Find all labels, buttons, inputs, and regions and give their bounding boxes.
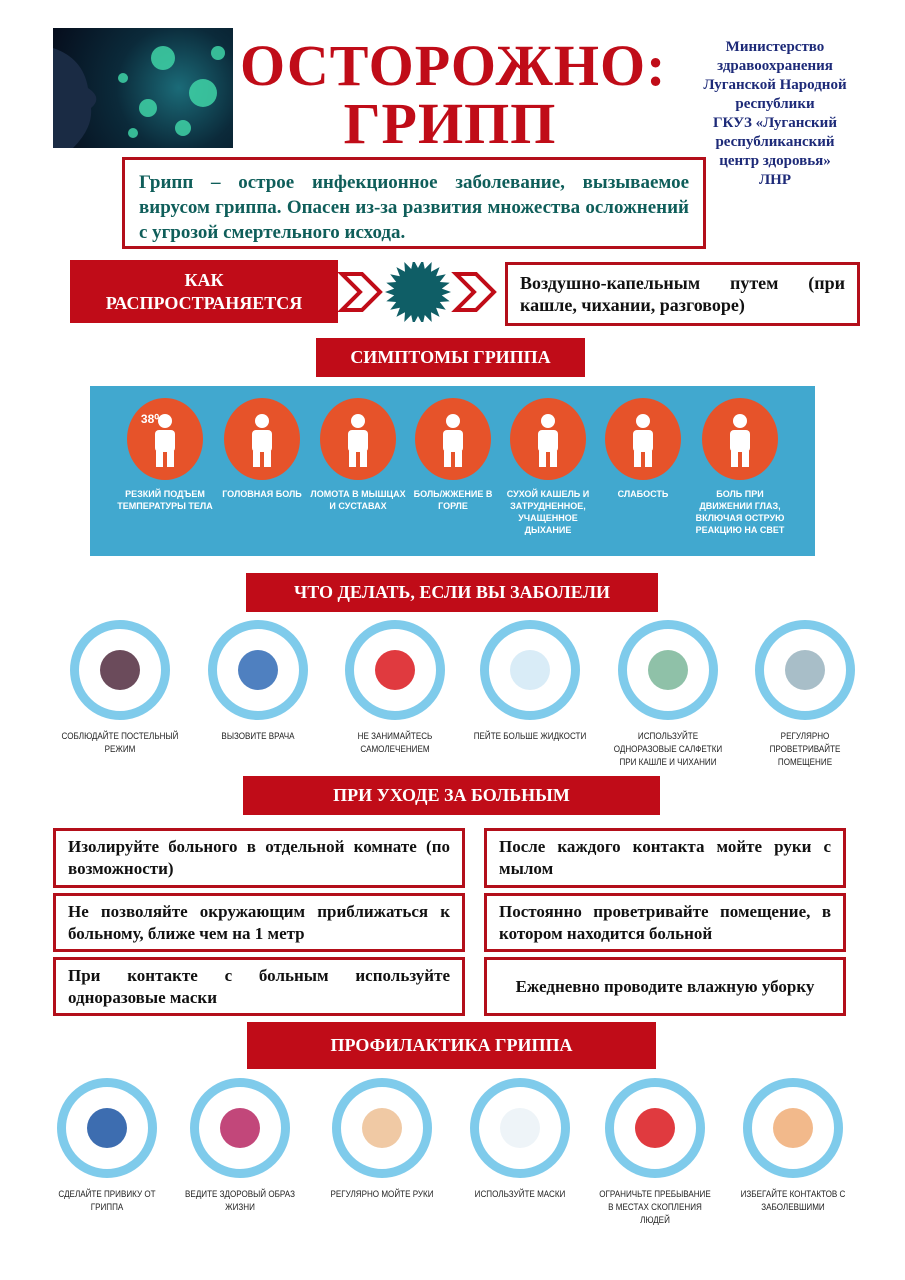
item-label: ИЗБЕГАЙТЕ КОНТАКТОВ С ЗАБОЛЕВШИМИ: [740, 1189, 846, 1213]
eye-icon: [702, 398, 778, 480]
symptom-item: 38⁰ РЕЗКИЙ ПОДЪЕМ ТЕМПЕРАТУРЫ ТЕЛА: [115, 398, 215, 512]
ministry-block: Министерство здравоохранения Луганской Н…: [685, 38, 865, 190]
ministry-line: ЛНР: [758, 172, 791, 188]
virus-star-icon: [385, 262, 451, 322]
temperature-badge: 38⁰: [140, 412, 160, 426]
sore-throat-icon: [415, 398, 491, 480]
symptom-item: СЛАБОСТЬ: [593, 398, 693, 500]
prevention-item: ОГРАНИЧЬТЕ ПРЕБЫВАНИЕ В МЕСТАХ СКОПЛЕНИЯ…: [585, 1078, 725, 1227]
ministry-line: здравоохранения: [717, 58, 833, 74]
thermometer-icon: 38⁰: [127, 398, 203, 480]
spread-arrow-graphic: [338, 262, 497, 322]
care-heading: ПРИ УХОДЕ ЗА БОЛЬНЫМ: [243, 776, 660, 815]
spread-label-line: КАК: [184, 269, 224, 290]
care-tip: Ежедневно проводите влажную уборку: [484, 957, 846, 1016]
symptom-label: ЛОМОТА В МЫШЦАХ И СУСТАВАХ: [310, 489, 406, 511]
if-sick-item: РЕГУЛЯРНО ПРОВЕТРИВАЙТЕ ПОМЕЩЕНИЕ: [735, 620, 875, 769]
symptom-item: БОЛЬ ПРИ ДВИЖЕНИИ ГЛАЗ, ВКЛЮЧАЯ ОСТРУЮ Р…: [690, 398, 790, 536]
no-pills-icon: [345, 620, 445, 720]
ministry-line: республиканский: [715, 134, 835, 150]
title-line-2: ГРИПП: [343, 91, 557, 156]
if-sick-item: НЕ ЗАНИМАЙТЕСЬ САМОЛЕЧЕНИЕМ: [325, 620, 465, 756]
prevention-item: РЕГУЛЯРНО МОЙТЕ РУКИ: [312, 1078, 452, 1201]
if-sick-item: ИСПОЛЬЗУЙТЕ ОДНОРАЗОВЫЕ САЛФЕТКИ ПРИ КАШ…: [598, 620, 738, 769]
virus-icon: [53, 46, 225, 148]
prevention-item: ИСПОЛЬЗУЙТЕ МАСКИ: [450, 1078, 590, 1201]
joint-icon: [320, 398, 396, 480]
no-crowd-icon: [605, 1078, 705, 1178]
item-label: ВЫЗОВИТЕ ВРАЧА: [221, 731, 295, 742]
intro-text: Грипп – острое инфекционное заболевание,…: [122, 157, 706, 249]
item-label: СОБЛЮДАЙТЕ ПОСТЕЛЬНЫЙ РЕЖИМ: [61, 731, 179, 755]
item-label: РЕГУЛЯРНО МОЙТЕ РУКИ: [330, 1189, 434, 1200]
spread-text: Воздушно-капельным путем (при кашле, чих…: [505, 262, 860, 326]
avoid-contact-icon: [743, 1078, 843, 1178]
ministry-line: Луганской Народной: [703, 77, 847, 93]
item-label: ИСПОЛЬЗУЙТЕ МАСКИ: [474, 1189, 566, 1200]
prevention-item: ИЗБЕГАЙТЕ КОНТАКТОВ С ЗАБОЛЕВШИМИ: [723, 1078, 863, 1214]
item-label: НЕ ЗАНИМАЙТЕСЬ САМОЛЕЧЕНИЕМ: [357, 731, 433, 755]
water-jug-icon: [480, 620, 580, 720]
symptoms-heading: СИМПТОМЫ ГРИППА: [316, 338, 585, 377]
item-label: ПЕЙТЕ БОЛЬШЕ ЖИДКОСТИ: [473, 731, 587, 742]
prevention-item: ВЕДИТЕ ЗДОРОВЫЙ ОБРАЗ ЖИЗНИ: [170, 1078, 310, 1214]
chevron-right-icon: [451, 272, 497, 312]
window-icon: [755, 620, 855, 720]
if-sick-item: ПЕЙТЕ БОЛЬШЕ ЖИДКОСТИ: [460, 620, 600, 743]
symptom-label: БОЛЬ/ЖЖЕНИЕ В ГОРЛЕ: [413, 489, 493, 511]
if-sick-heading: ЧТО ДЕЛАТЬ, ЕСЛИ ВЫ ЗАБОЛЕЛИ: [246, 573, 658, 612]
symptom-item: СУХОЙ КАШЕЛЬ И ЗАТРУДНЕННОЕ, УЧАЩЕННОЕ Д…: [498, 398, 598, 536]
item-label: ОГРАНИЧЬТЕ ПРЕБЫВАНИЕ В МЕСТАХ СКОПЛЕНИЯ…: [599, 1189, 711, 1226]
care-tip: Постоянно проветривайте помещение, в кот…: [484, 893, 846, 952]
if-sick-item: ВЫЗОВИТЕ ВРАЧА: [188, 620, 328, 743]
tissue-icon: [618, 620, 718, 720]
symptom-label: БОЛЬ ПРИ ДВИЖЕНИИ ГЛАЗ, ВКЛЮЧАЯ ОСТРУЮ Р…: [695, 489, 785, 535]
ministry-line: центр здоровья»: [719, 153, 831, 169]
symptom-label: РЕЗКИЙ ПОДЪЕМ ТЕМПЕРАТУРЫ ТЕЛА: [117, 489, 213, 511]
call-doctor-icon: [208, 620, 308, 720]
spread-label: КАК РАСПРОСТРАНЯЕТСЯ: [70, 260, 338, 323]
vaccine-icon: [57, 1078, 157, 1178]
if-sick-item: СОБЛЮДАЙТЕ ПОСТЕЛЬНЫЙ РЕЖИМ: [50, 620, 190, 756]
headache-icon: [224, 398, 300, 480]
bed-rest-icon: [70, 620, 170, 720]
symptom-item: БОЛЬ/ЖЖЕНИЕ В ГОРЛЕ: [403, 398, 503, 512]
symptom-item: ГОЛОВНАЯ БОЛЬ: [212, 398, 312, 500]
prevention-row: СДЕЛАЙТЕ ПРИВИКУ ОТ ГРИППА ВЕДИТЕ ЗДОРОВЫ…: [50, 1078, 870, 1228]
ministry-line: республики: [735, 96, 815, 112]
item-label: СДЕЛАЙТЕ ПРИВИКУ ОТ ГРИППА: [58, 1189, 156, 1213]
title-line-1: ОСТОРОЖНО:: [240, 33, 667, 98]
item-label: ИСПОЛЬЗУЙТЕ ОДНОРАЗОВЫЕ САЛФЕТКИ ПРИ КАШ…: [613, 731, 723, 768]
if-sick-row: СОБЛЮДАЙТЕ ПОСТЕЛЬНЫЙ РЕЖИМ ВЫЗОВИТЕ ВРАЧ…: [50, 620, 870, 775]
symptom-label: СЛАБОСТЬ: [617, 489, 669, 499]
symptom-label: ГОЛОВНАЯ БОЛЬ: [222, 489, 302, 499]
hand-wash-icon: [332, 1078, 432, 1178]
healthy-lifestyle-icon: [190, 1078, 290, 1178]
spread-label-line: РАСПРОСТРАНЯЕТСЯ: [105, 292, 303, 313]
ministry-line: ГКУЗ «Луганский: [713, 115, 837, 131]
care-tip: При контакте с больным используйте однор…: [53, 957, 465, 1016]
symptom-label: СУХОЙ КАШЕЛЬ И ЗАТРУДНЕННОЕ, УЧАЩЕННОЕ Д…: [506, 489, 590, 535]
care-tip: Изолируйте больного в отдельной комнате …: [53, 828, 465, 888]
weakness-icon: [605, 398, 681, 480]
prevention-item: СДЕЛАЙТЕ ПРИВИКУ ОТ ГРИППА: [37, 1078, 177, 1214]
cough-icon: [510, 398, 586, 480]
virus-face-image: [53, 28, 233, 148]
prevention-heading: ПРОФИЛАКТИКА ГРИППА: [247, 1022, 656, 1069]
item-label: РЕГУЛЯРНО ПРОВЕТРИВАЙТЕ ПОМЕЩЕНИЕ: [769, 731, 841, 768]
ministry-line: Министерство: [725, 39, 825, 55]
care-tip: Не позволяйте окружающим приближаться к …: [53, 893, 465, 952]
item-label: ВЕДИТЕ ЗДОРОВЫЙ ОБРАЗ ЖИЗНИ: [185, 1189, 295, 1213]
symptom-item: ЛОМОТА В МЫШЦАХ И СУСТАВАХ: [308, 398, 408, 512]
mask-icon: [470, 1078, 570, 1178]
chevron-right-icon: [338, 272, 383, 312]
symptoms-panel: 38⁰ РЕЗКИЙ ПОДЪЕМ ТЕМПЕРАТУРЫ ТЕЛА ГОЛОВНА…: [90, 386, 815, 556]
care-tip: После каждого контакта мойте руки с мыло…: [484, 828, 846, 888]
